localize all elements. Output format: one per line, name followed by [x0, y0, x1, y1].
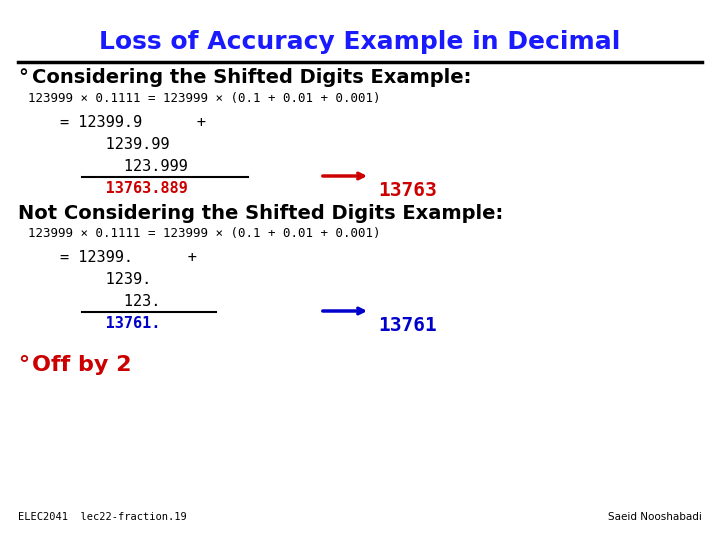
Text: Saeid Nooshabadi: Saeid Nooshabadi [608, 512, 702, 522]
Text: 123999 × 0.1111 = 123999 × (0.1 + 0.01 + 0.001): 123999 × 0.1111 = 123999 × (0.1 + 0.01 +… [28, 227, 380, 240]
Text: 123.999: 123.999 [60, 159, 188, 174]
Text: Loss of Accuracy Example in Decimal: Loss of Accuracy Example in Decimal [99, 30, 621, 54]
Text: 13761: 13761 [378, 316, 437, 335]
Text: Considering the Shifted Digits Example:: Considering the Shifted Digits Example: [32, 68, 472, 87]
Text: 123999 × 0.1111 = 123999 × (0.1 + 0.01 + 0.001): 123999 × 0.1111 = 123999 × (0.1 + 0.01 +… [28, 92, 380, 105]
Text: 1239.99: 1239.99 [60, 137, 169, 152]
Text: Off by 2: Off by 2 [32, 355, 132, 375]
Text: 13761.: 13761. [60, 316, 161, 331]
Text: Not Considering the Shifted Digits Example:: Not Considering the Shifted Digits Examp… [18, 204, 503, 223]
Text: °: ° [18, 68, 28, 87]
Text: = 12399.      +: = 12399. + [60, 250, 197, 265]
Text: 13763.889: 13763.889 [60, 181, 188, 196]
Text: 1239.: 1239. [60, 272, 151, 287]
Text: 123.: 123. [60, 294, 161, 309]
Text: ELEC2041  lec22-fraction.19: ELEC2041 lec22-fraction.19 [18, 512, 186, 522]
Text: = 12399.9      +: = 12399.9 + [60, 115, 206, 130]
Text: 13763: 13763 [378, 181, 437, 200]
Text: °: ° [18, 355, 29, 375]
